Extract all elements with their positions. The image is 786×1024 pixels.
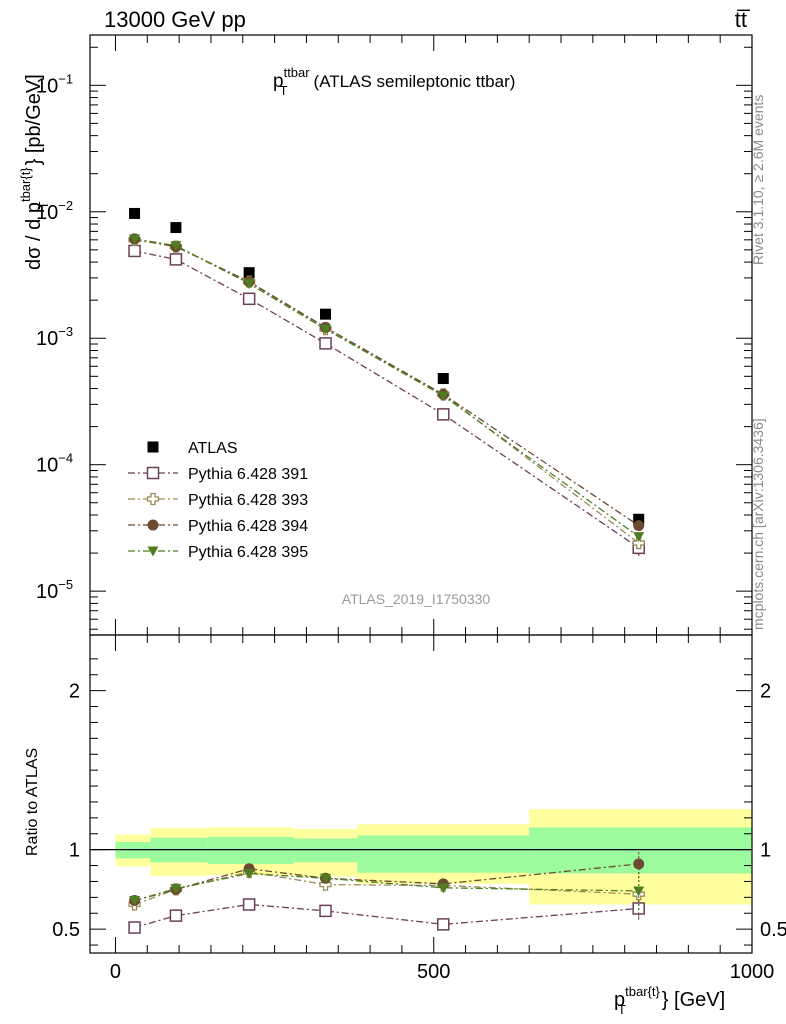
main-data-point — [129, 234, 141, 245]
main-series-line — [134, 250, 640, 549]
rivet-version-label: Rivet 3.1.10, ≥ 2.6M events — [750, 95, 766, 265]
x-tick-label: 500 — [417, 961, 450, 983]
ratio-data-point — [437, 883, 449, 894]
main-data-point — [437, 373, 449, 385]
main-axis-ticks: 10−1 10−2 10−3 10−4 10−5 — [36, 35, 753, 635]
main-series-line — [134, 238, 640, 527]
legend-label: Pythia 6.428 394 — [188, 518, 308, 535]
ratio-data-point — [243, 869, 255, 879]
beam-label: 13000 GeV pp — [104, 7, 246, 32]
main-y-axis-label: dσ / d ptbar{t}T} [pb/GeV] — [18, 74, 51, 270]
ratio-data-point — [128, 921, 141, 934]
main-data-point — [320, 324, 332, 335]
main-data-point — [243, 267, 255, 279]
legend-marker — [147, 441, 159, 453]
main-y-tick-label: 10−5 — [36, 577, 73, 603]
ratio-plot-frame — [89, 634, 753, 954]
legend-marker — [146, 466, 160, 480]
ratio-axis-ticks: 0.5 0.5 1 1 2 2 0 500 1000 — [52, 635, 786, 983]
mcplots-label: mcplots.cern.ch [arXiv:1306.3436] — [750, 418, 766, 630]
legend-label: Pythia 6.428 393 — [188, 492, 308, 509]
main-data-point — [170, 241, 182, 252]
ratio-data-point — [319, 904, 332, 918]
main-data-point — [633, 513, 645, 525]
ratio-inner-band — [293, 838, 358, 863]
main-data-point — [242, 292, 256, 306]
ratio-y-tick-label: 2 — [69, 681, 80, 703]
ratio-data-point — [129, 896, 141, 907]
ratio-series-line — [134, 872, 639, 902]
ratio-series-group — [128, 849, 645, 934]
ratio-inner-band — [207, 836, 294, 864]
main-data-point — [169, 253, 183, 266]
main-y-tick-label: 10−2 — [36, 198, 73, 224]
x-tick-label: 1000 — [730, 961, 775, 983]
main-data-point — [129, 207, 141, 219]
ratio-y-axis-label: Ratio to ATLAS — [24, 748, 41, 856]
ratio-series-line — [134, 903, 639, 929]
plot-title: pttbar T (ATLAS semileptonic ttbar) — [273, 65, 515, 98]
main-data-point — [633, 520, 645, 532]
ratio-y-tick-label-right: 1 — [760, 840, 771, 862]
main-data-point — [633, 532, 645, 543]
main-y-tick-label: 10−3 — [36, 324, 73, 350]
main-y-tick-label: 10−1 — [36, 71, 73, 97]
ratio-data-point — [633, 858, 645, 870]
x-tick-label: 0 — [110, 961, 121, 983]
analysis-watermark: ATLAS_2019_I1750330 — [342, 591, 491, 607]
ratio-uncertainty-bands — [90, 809, 752, 905]
ratio-y-tick-label-right: 0.5 — [760, 919, 786, 941]
main-series-line — [134, 238, 640, 538]
legend-label: Pythia 6.428 395 — [188, 544, 308, 561]
main-data-point — [437, 391, 449, 402]
main-data-point — [170, 222, 182, 234]
ratio-y-tick-label: 0.5 — [52, 919, 80, 941]
x-axis-label: ptbar{t} T} [GeV] — [614, 984, 725, 1017]
legend-marker — [147, 546, 159, 557]
process-label: tt̅ — [735, 7, 751, 32]
main-data-point — [437, 408, 450, 421]
ratio-data-point — [242, 898, 256, 911]
main-data-point — [632, 536, 645, 550]
main-data-point — [243, 279, 255, 290]
ratio-data-point — [633, 886, 645, 897]
legend-label: Pythia 6.428 391 — [188, 466, 308, 483]
ratio-y-tick-label-right: 2 — [760, 681, 771, 703]
main-data-point — [128, 244, 141, 258]
main-data-point — [320, 308, 332, 320]
legend-marker — [147, 519, 159, 531]
main-data-point — [319, 337, 332, 350]
ratio-y-tick-label: 1 — [69, 840, 80, 862]
ratio-data-point — [437, 918, 450, 931]
legend-label: ATLAS — [188, 440, 238, 457]
ratio-data-point — [169, 909, 183, 922]
legend-marker — [146, 492, 160, 506]
ratio-data-point — [170, 884, 182, 895]
main-y-tick-label: 10−4 — [36, 451, 73, 477]
ratio-inner-band — [357, 835, 530, 873]
legend: ATLAS Pythia 6.428 391 Pythia 6.428 393 Pyt… — [128, 440, 308, 561]
main-series-group — [128, 207, 645, 556]
ratio-data-point — [320, 873, 332, 884]
